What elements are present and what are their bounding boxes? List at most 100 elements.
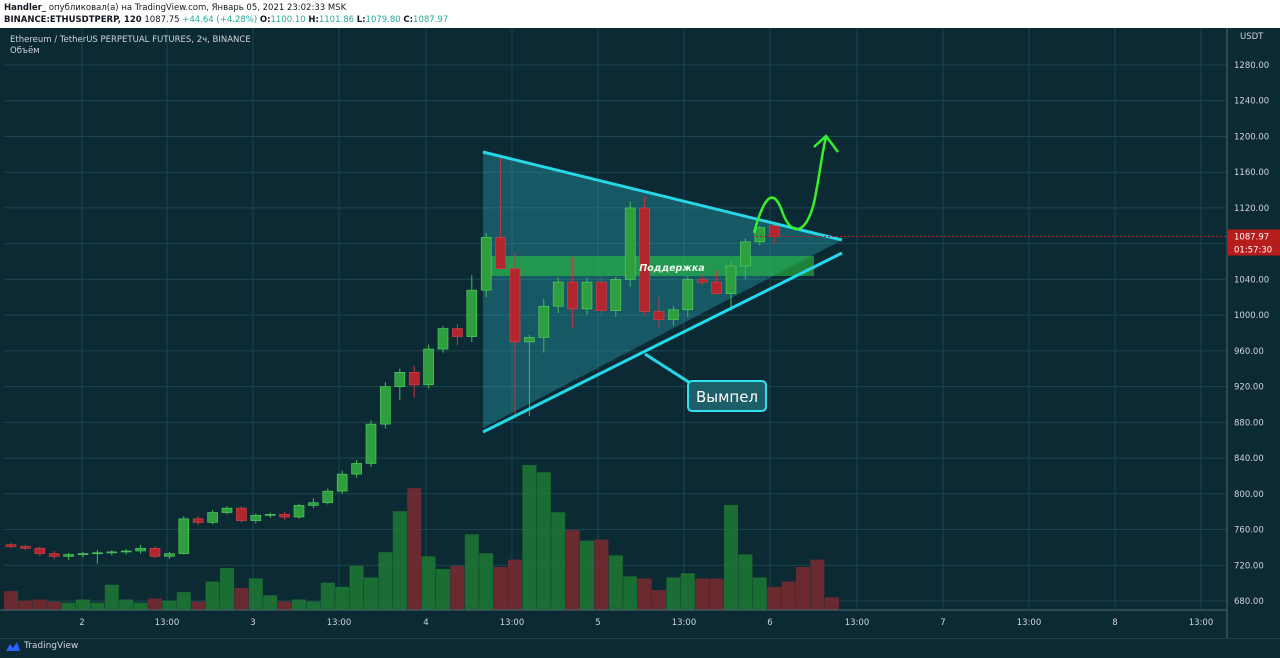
volume-bar <box>119 599 134 610</box>
volume-bar <box>551 512 566 610</box>
volume-bar <box>767 586 782 610</box>
tradingview-brand[interactable]: TradingView <box>6 641 78 651</box>
candle-body <box>293 505 305 518</box>
candle-body <box>596 281 607 311</box>
volume-bar <box>277 601 292 610</box>
price-tick-label: 1040.00 <box>1234 275 1269 285</box>
candle-body <box>264 514 276 516</box>
candle-body <box>120 550 132 553</box>
candle-body <box>351 463 362 475</box>
price-tick-label: 760.00 <box>1234 526 1264 536</box>
pennant-lower-line <box>482 251 843 434</box>
price-tick-label: 1280.00 <box>1234 61 1269 71</box>
price-tick-label: 960.00 <box>1234 347 1264 357</box>
chart-area[interactable]: Поддержка Вымпел 1280.00 1240.00 1200.00 116… <box>0 28 1280 638</box>
volume-bar <box>148 598 162 610</box>
volume-bar <box>61 602 76 610</box>
volume-bar <box>421 556 436 610</box>
candle-body <box>149 547 161 557</box>
candle-body <box>408 372 420 386</box>
countdown-label: 01:57:30 <box>1234 246 1272 256</box>
candle-body <box>178 518 190 554</box>
author-name[interactable]: Handler_ <box>4 3 47 13</box>
volume-bar <box>205 581 220 610</box>
candle-body <box>524 337 535 343</box>
volume-bar <box>18 600 33 610</box>
price-tick-label: 720.00 <box>1234 561 1264 571</box>
price-tick-label: 1120.00 <box>1234 204 1269 214</box>
volume-bar <box>133 602 148 610</box>
pennant-label: Вымпел <box>696 388 758 406</box>
current-price-label: 1087.97 <box>1234 233 1269 243</box>
volume-bar <box>220 567 234 610</box>
last-price: 1087.75 <box>144 15 180 25</box>
time-tick-label: 8 <box>1112 618 1117 628</box>
time-tick-label: 4 <box>423 618 428 628</box>
volume-bar <box>349 565 364 610</box>
volume-bar <box>781 581 796 610</box>
price-tick-label: 680.00 <box>1234 597 1264 607</box>
ohlc-line: BINANCE:ETHUSDTPERP, 120 1087.75 +44.64 … <box>4 15 448 25</box>
volume-bar <box>724 504 738 610</box>
current-price-badge <box>1228 229 1280 243</box>
candle-body <box>509 268 521 343</box>
candle-body <box>466 289 478 337</box>
brand-label: TradingView <box>24 641 79 651</box>
candle-body <box>135 547 146 552</box>
candle-body <box>308 502 319 506</box>
candle-body <box>567 281 578 310</box>
candlesticks <box>5 156 780 564</box>
volume-bar <box>464 534 479 610</box>
candle-body <box>538 305 550 338</box>
candle-body <box>480 237 492 291</box>
volume-bar <box>407 488 422 610</box>
candle-body <box>380 386 391 425</box>
chart-legend: Ethereum / TetherUS PERPETUAL FUTURES, 2… <box>10 35 251 57</box>
volume-bar <box>623 576 638 610</box>
time-tick-label: 6 <box>767 618 772 628</box>
volume-bar <box>493 566 508 610</box>
volume-bar <box>292 599 306 610</box>
pennant-triangle-area <box>483 152 842 428</box>
volume-bar <box>580 540 594 610</box>
time-tick-label: 13:00 <box>1189 618 1214 628</box>
price-tick-label: 1160.00 <box>1234 168 1269 178</box>
volume-bar <box>263 595 278 610</box>
candle-body <box>552 281 564 307</box>
published-text: опубликовал(а) на TradingView.com, Январ… <box>48 3 347 13</box>
time-tick-label: 3 <box>250 618 255 628</box>
volume-bar <box>436 569 450 610</box>
volume-bar <box>47 601 62 610</box>
volume-bar <box>90 602 105 610</box>
candle-body <box>639 207 650 312</box>
candle-body <box>279 514 290 518</box>
volume-bar <box>392 511 407 610</box>
candle-body <box>394 372 406 387</box>
candle-body <box>92 552 103 555</box>
volume-bar <box>522 465 537 610</box>
time-axis: 2 13:00 3 13:00 4 13:00 5 13:00 6 13:00 7 13:00 8 13:… <box>79 618 1213 628</box>
change-value: +44.64 (+4.28%) <box>182 15 258 25</box>
candle-body <box>768 225 780 237</box>
candle-body <box>452 328 463 337</box>
volume-bar <box>479 553 494 610</box>
volume-bar <box>104 584 119 610</box>
candle-body <box>682 279 694 311</box>
time-tick-label: 13:00 <box>500 618 525 628</box>
symbol-title[interactable]: Ethereum / TetherUS PERPETUAL FUTURES, 2… <box>10 35 251 45</box>
price-tick-label: 1200.00 <box>1234 132 1269 142</box>
price-tick-label: 1240.00 <box>1234 97 1269 107</box>
candle-body <box>754 227 766 243</box>
close-label: C: <box>403 15 414 25</box>
symbol-label: BINANCE:ETHUSDTPERP, 120 <box>4 15 142 25</box>
candle-body <box>48 553 60 557</box>
volume-label[interactable]: Объём <box>10 46 40 56</box>
price-tick-label: 840.00 <box>1234 454 1264 464</box>
candle-body <box>77 553 89 555</box>
low-value: 1079.80 <box>365 15 401 25</box>
candle-body <box>437 328 449 350</box>
volume-bar <box>320 582 335 610</box>
volume-bar <box>4 591 18 610</box>
candle-body <box>207 512 218 523</box>
